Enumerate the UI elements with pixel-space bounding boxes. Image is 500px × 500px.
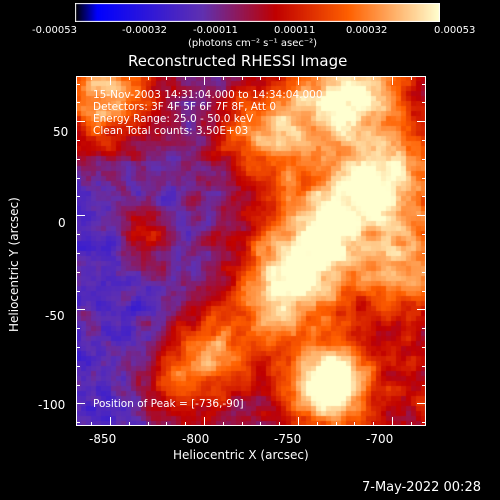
y-tick-label: 0 xyxy=(58,216,66,230)
total-counts-annotation: Clean Total counts: 3.50E+03 xyxy=(93,125,249,137)
detectors-annotation: Detectors: 3F 4F 5F 6F 7F 8F, Att 0 xyxy=(93,101,277,113)
colorbar-tick-label: -0.00011 xyxy=(193,25,238,36)
y-tick-label: 50 xyxy=(53,125,69,139)
colorbar-tick-label: 0.00011 xyxy=(274,25,316,36)
time-range-annotation: 15-Nov-2003 14:31:04.000 to 14:34:04.000 xyxy=(93,89,323,101)
y-axis-label: Heliocentric Y (arcsec) xyxy=(7,197,21,332)
x-tick-label: -800 xyxy=(182,432,210,446)
colorbar-tick-label: 0.00053 xyxy=(434,25,476,36)
colorbar-tick-label: -0.00053 xyxy=(32,25,77,36)
y-tick-label: -100 xyxy=(38,398,66,412)
heatmap-image xyxy=(76,76,426,426)
x-tick-label: -700 xyxy=(366,432,394,446)
y-tick-label: -50 xyxy=(45,309,65,323)
colorbar-tick-label: -0.00032 xyxy=(122,25,167,36)
colorbar-units-label: (photons cm⁻² s⁻¹ asec⁻²) xyxy=(188,38,318,49)
colorbar xyxy=(75,3,440,22)
x-tick-label: -850 xyxy=(89,432,117,446)
x-axis-label: Heliocentric X (arcsec) xyxy=(173,448,309,462)
timestamp: 7-May-2022 00:28 xyxy=(362,480,481,495)
chart-title: Reconstructed RHESSI Image xyxy=(128,52,348,70)
x-tick-label: -750 xyxy=(274,432,302,446)
colorbar-tick-label: 0.00032 xyxy=(346,25,388,36)
plot-frame xyxy=(76,76,426,426)
peak-position-annotation: Position of Peak = [-736,-90] xyxy=(93,398,244,410)
energy-range-annotation: Energy Range: 25.0 - 50.0 keV xyxy=(93,113,254,125)
